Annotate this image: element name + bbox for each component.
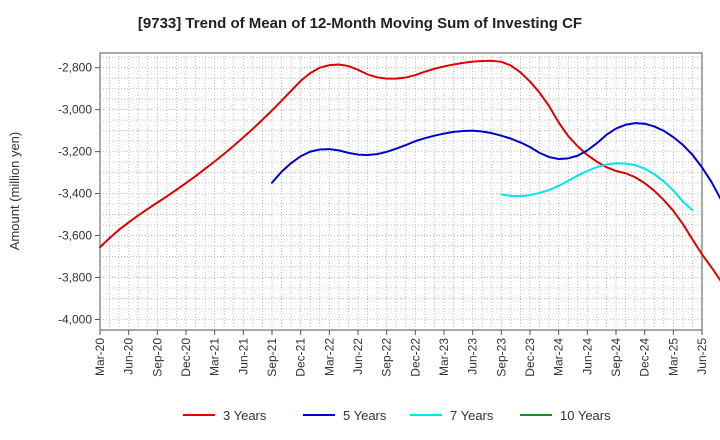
x-tick-label: Jun-25 (695, 338, 709, 375)
legend-label-3-years: 3 Years (223, 408, 267, 423)
y-tick-label: -3,200 (58, 145, 92, 159)
x-tick-label: Jun-20 (122, 338, 136, 375)
y-axis-ticks: -2,800 -3,000 -3,200 -3,400 -3,600 -3,800 -4,0… (58, 61, 100, 327)
x-tick-label: Dec-23 (523, 338, 537, 377)
x-tick-label: Jun-23 (466, 338, 480, 375)
y-tick-label: -3,600 (58, 229, 92, 243)
x-tick-label: Mar-24 (552, 338, 566, 376)
x-tick-label: Sep-21 (265, 338, 279, 377)
legend-label-10-years: 10 Years (560, 408, 611, 423)
x-tick-label: Sep-20 (150, 338, 164, 377)
x-tick-label: Mar-25 (666, 338, 680, 376)
chart-title: [9733] Trend of Mean of 12-Month Moving … (138, 15, 582, 32)
x-tick-label: Sep-23 (494, 338, 508, 377)
series-line-3-years (99, 59, 720, 282)
series-lines (99, 59, 720, 282)
y-tick-label: -3,400 (58, 187, 92, 201)
series-line-7-years (500, 162, 694, 211)
x-tick-label: Mar-23 (437, 338, 451, 376)
x-tick-label: Mar-21 (208, 338, 222, 376)
y-tick-label: -3,800 (58, 271, 92, 285)
legend-label-7-years: 7 Years (450, 408, 494, 423)
legend-label-5-years: 5 Years (343, 408, 387, 423)
series-line-5-years (271, 122, 720, 200)
x-tick-label: Dec-22 (408, 338, 422, 377)
plot-area (99, 52, 703, 331)
x-tick-label: Jun-22 (351, 338, 365, 375)
x-tick-label: Dec-21 (294, 338, 308, 377)
x-tick-label: Mar-20 (93, 338, 107, 376)
x-tick-label: Dec-24 (638, 338, 652, 377)
grid-lines (100, 53, 702, 330)
x-axis-ticks: Mar-20 Jun-20 Sep-20 Dec-20 Mar-21 Jun-21 Sep-… (93, 330, 709, 377)
y-tick-label: -3,000 (58, 103, 92, 117)
y-tick-label: -4,000 (58, 313, 92, 327)
x-tick-label: Sep-24 (609, 338, 623, 377)
x-tick-label: Dec-20 (179, 338, 193, 377)
y-axis-label: Amount (million yen) (7, 132, 22, 251)
y-tick-label: -2,800 (58, 61, 92, 75)
x-tick-label: Jun-24 (580, 338, 594, 375)
x-tick-label: Mar-22 (322, 338, 336, 376)
x-tick-label: Jun-21 (236, 338, 250, 375)
legend: 3 Years 5 Years 7 Years 10 Years (183, 408, 611, 423)
x-tick-label: Sep-22 (380, 338, 394, 377)
